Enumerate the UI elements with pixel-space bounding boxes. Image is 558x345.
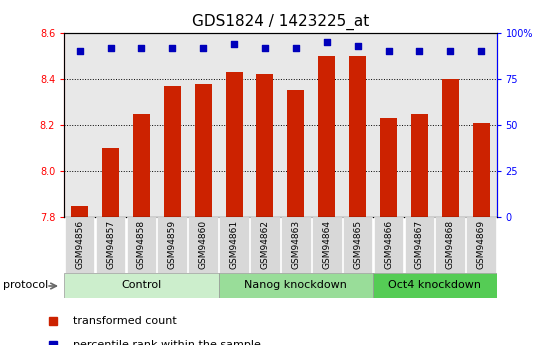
Point <box>477 48 485 54</box>
Point <box>353 43 362 48</box>
FancyBboxPatch shape <box>374 217 403 273</box>
Text: GSM94859: GSM94859 <box>168 220 177 269</box>
Point <box>291 45 300 50</box>
FancyBboxPatch shape <box>373 273 497 298</box>
FancyBboxPatch shape <box>189 217 218 273</box>
Point <box>168 45 177 50</box>
Bar <box>225 72 243 217</box>
Bar <box>404 33 435 217</box>
FancyBboxPatch shape <box>312 217 341 273</box>
Bar <box>342 33 373 217</box>
Bar <box>219 33 249 217</box>
Bar <box>349 56 366 217</box>
Text: GSM94861: GSM94861 <box>229 220 239 269</box>
Bar <box>157 33 187 217</box>
Point <box>261 45 270 50</box>
FancyBboxPatch shape <box>250 217 280 273</box>
Text: GSM94858: GSM94858 <box>137 220 146 269</box>
Bar <box>257 74 273 217</box>
Bar <box>249 33 280 217</box>
Point <box>229 41 238 47</box>
FancyBboxPatch shape <box>281 217 311 273</box>
Text: percentile rank within the sample: percentile rank within the sample <box>73 340 261 345</box>
Title: GDS1824 / 1423225_at: GDS1824 / 1423225_at <box>192 14 369 30</box>
Bar <box>442 79 459 217</box>
Bar <box>164 86 181 217</box>
Text: transformed count: transformed count <box>73 316 177 326</box>
Bar <box>71 206 88 217</box>
Text: GSM94857: GSM94857 <box>106 220 115 269</box>
Bar <box>311 33 342 217</box>
Bar <box>187 33 219 217</box>
FancyBboxPatch shape <box>64 273 219 298</box>
Point <box>323 39 331 45</box>
Bar <box>373 33 404 217</box>
Text: GSM94856: GSM94856 <box>75 220 84 269</box>
FancyBboxPatch shape <box>127 217 156 273</box>
Text: Nanog knockdown: Nanog knockdown <box>244 280 347 290</box>
Text: GSM94866: GSM94866 <box>384 220 393 269</box>
FancyBboxPatch shape <box>157 217 187 273</box>
Point <box>446 48 455 54</box>
Bar <box>473 123 490 217</box>
Point <box>415 48 424 54</box>
Bar <box>435 33 466 217</box>
Bar <box>411 114 428 217</box>
FancyBboxPatch shape <box>343 217 372 273</box>
Text: GSM94864: GSM94864 <box>322 220 331 269</box>
Bar <box>64 33 95 217</box>
Bar <box>126 33 157 217</box>
Text: GSM94868: GSM94868 <box>446 220 455 269</box>
Text: Control: Control <box>121 280 161 290</box>
Bar <box>133 114 150 217</box>
Point <box>75 48 84 54</box>
FancyBboxPatch shape <box>95 217 126 273</box>
FancyBboxPatch shape <box>405 217 434 273</box>
Bar <box>195 83 211 217</box>
FancyBboxPatch shape <box>219 273 373 298</box>
Point <box>137 45 146 50</box>
Text: GSM94862: GSM94862 <box>261 220 270 269</box>
Bar <box>95 33 126 217</box>
Bar <box>318 56 335 217</box>
Text: GSM94865: GSM94865 <box>353 220 362 269</box>
FancyBboxPatch shape <box>466 217 496 273</box>
Text: Oct4 knockdown: Oct4 knockdown <box>388 280 482 290</box>
Text: GSM94869: GSM94869 <box>477 220 485 269</box>
Text: protocol: protocol <box>3 280 49 290</box>
Text: GSM94867: GSM94867 <box>415 220 424 269</box>
Point <box>106 45 115 50</box>
Point <box>199 45 208 50</box>
Bar <box>102 148 119 217</box>
Bar <box>380 118 397 217</box>
FancyBboxPatch shape <box>219 217 249 273</box>
Bar <box>466 33 497 217</box>
FancyBboxPatch shape <box>65 217 94 273</box>
Text: GSM94863: GSM94863 <box>291 220 300 269</box>
Text: GSM94860: GSM94860 <box>199 220 208 269</box>
Bar <box>287 90 304 217</box>
Point <box>384 48 393 54</box>
FancyBboxPatch shape <box>435 217 465 273</box>
Bar <box>280 33 311 217</box>
